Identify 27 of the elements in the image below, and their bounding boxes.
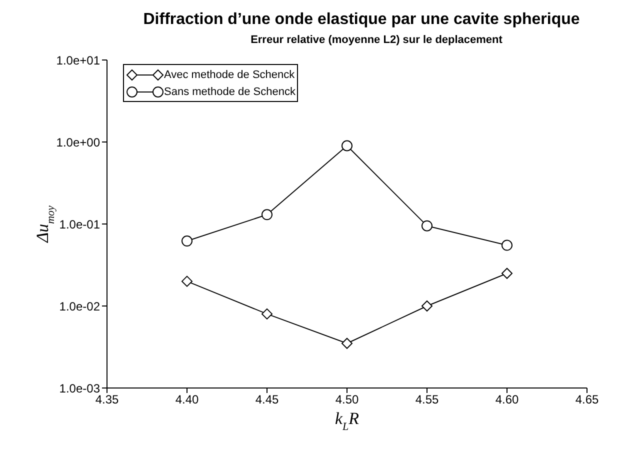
y-tick-label: 1.0e+01	[56, 53, 100, 68]
x-tick-label: 4.45	[255, 392, 279, 407]
point	[502, 240, 512, 251]
point	[262, 308, 272, 320]
x-tick-label: 4.35	[95, 392, 119, 407]
legend-label: Avec methode de Schenck	[164, 68, 295, 80]
y-tick-label: 1.0e-01	[59, 217, 100, 232]
x-tick-label: 4.65	[575, 392, 599, 407]
y-tick-label: 1.0e-02	[59, 299, 100, 314]
point	[342, 140, 352, 152]
point	[422, 300, 432, 312]
x-tick-label: 4.60	[495, 392, 519, 407]
chart-title: Diffraction d’une onde elastique par une cavite spherique	[142, 10, 581, 30]
point	[422, 220, 432, 232]
point	[502, 268, 512, 279]
point	[182, 276, 192, 287]
x-tick-label: 4.55	[415, 392, 439, 407]
legend-label: Sans methode de Schenck	[164, 86, 296, 98]
y-tick-label: 1.0e+00	[56, 135, 100, 150]
point	[182, 236, 192, 247]
x-tick-label: 4.40	[175, 392, 199, 407]
point	[262, 209, 272, 220]
point	[342, 338, 352, 349]
x-tick-label: 4.50	[335, 392, 359, 407]
y-tick-label: 1.0e-03	[59, 381, 100, 396]
x-axis-title: k$_{L}$R	[334, 409, 360, 433]
chart-subtitle: Erreur relative (moyenne L2) sur le deplacement	[250, 33, 504, 48]
